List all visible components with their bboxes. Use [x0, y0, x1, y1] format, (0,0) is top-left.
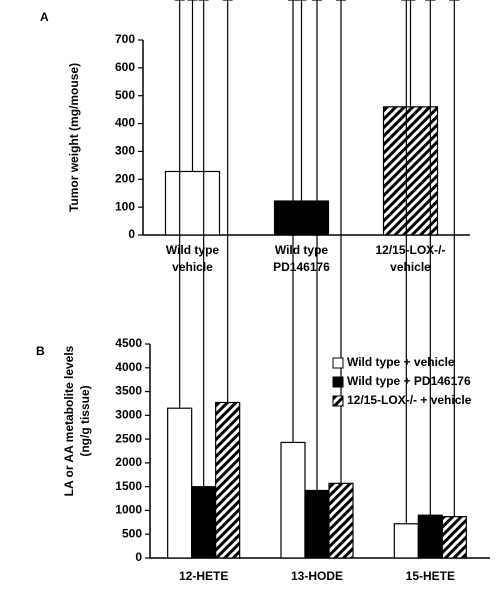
- y-tick-label: 0: [128, 227, 135, 241]
- y-tick-label: 700: [115, 32, 135, 46]
- bar: [164, 170, 221, 236]
- legend-label: Wild type + vehicle: [347, 355, 455, 369]
- y-tick-label: 1500: [115, 479, 142, 493]
- bar: [382, 106, 439, 236]
- y-tick-label: 0: [135, 550, 142, 564]
- legend-label: Wild type + PD146176: [347, 374, 471, 388]
- significance-label: *: [201, 0, 206, 6]
- legend-swatch: [332, 395, 344, 407]
- y-axis-label: Tumor weight (mg/mouse): [67, 63, 81, 212]
- y-axis-label: (ng/g tissue): [78, 385, 92, 456]
- x-tick-label: 15-HETE: [406, 569, 455, 583]
- y-tick-label: 500: [122, 526, 142, 540]
- x-tick-label: 13-HODE: [291, 569, 343, 583]
- y-tick-label: 1000: [115, 503, 142, 517]
- y-tick-label: 4500: [115, 336, 142, 350]
- y-tick-label: 400: [115, 116, 135, 130]
- x-tick-label: Wild type: [166, 243, 220, 257]
- y-tick-label: 600: [115, 60, 135, 74]
- x-tick-label: Wild type: [275, 243, 329, 257]
- legend-swatch: [332, 357, 344, 369]
- bar: [215, 401, 241, 559]
- x-tick-label: PD146176: [273, 260, 330, 274]
- y-tick-label: 300: [115, 144, 135, 158]
- y-tick-label: 500: [115, 88, 135, 102]
- bar: [441, 516, 467, 559]
- x-tick-label: vehicle: [390, 260, 431, 274]
- significance-label: *: [408, 0, 413, 6]
- panel-label: B: [36, 344, 45, 358]
- bar: [393, 523, 419, 559]
- x-tick-label: 12-HETE: [179, 569, 228, 583]
- significance-label: **: [312, 0, 322, 6]
- bar: [280, 441, 306, 559]
- y-tick-label: 200: [115, 171, 135, 185]
- y-tick-label: 4000: [115, 360, 142, 374]
- legend-swatch: [332, 376, 344, 388]
- bar: [328, 482, 354, 559]
- x-tick-label: 12/15-LOX-/-: [375, 243, 445, 257]
- y-tick-label: 2000: [115, 455, 142, 469]
- bar: [417, 514, 443, 559]
- y-axis-label: LA or AA metabolite levels: [62, 345, 76, 496]
- bar: [304, 489, 330, 559]
- y-tick-label: 3500: [115, 384, 142, 398]
- bar: [191, 486, 217, 559]
- y-tick-label: 100: [115, 199, 135, 213]
- panel-label: A: [40, 10, 49, 24]
- y-tick-label: 2500: [115, 431, 142, 445]
- significance-label: *: [299, 0, 304, 6]
- significance-label: **: [336, 0, 346, 6]
- y-tick-label: 3000: [115, 408, 142, 422]
- legend-label: 12/15-LOX-/- + vehicle: [347, 393, 472, 407]
- bar: [167, 407, 193, 559]
- bar: [273, 200, 330, 236]
- x-tick-label: vehicle: [172, 260, 213, 274]
